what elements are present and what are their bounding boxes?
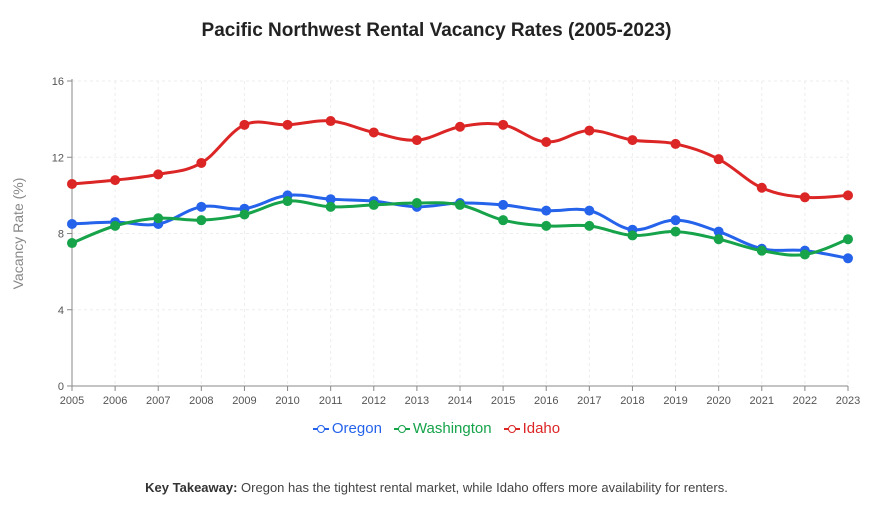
y-tick-label: 4: [58, 305, 64, 317]
data-point-washington: [196, 215, 207, 226]
chart-title: Pacific Northwest Rental Vacancy Rates (…: [201, 20, 672, 41]
data-point-idaho: [584, 125, 595, 136]
data-point-washington: [368, 199, 379, 210]
data-point-oregon: [670, 215, 681, 226]
data-point-washington: [541, 220, 552, 231]
takeaway-label: Key Takeaway:: [145, 480, 238, 495]
y-tick-label: 16: [52, 76, 64, 88]
key-takeaway: Key Takeaway: Oregon has the tightest re…: [0, 480, 873, 495]
data-point-washington: [584, 220, 595, 231]
x-tick-label: 2005: [60, 395, 84, 407]
data-point-washington: [627, 230, 638, 241]
x-tick-label: 2011: [319, 395, 343, 407]
data-point-washington: [325, 201, 336, 212]
legend-label: Washington: [412, 420, 492, 437]
data-point-washington: [282, 196, 293, 207]
data-point-washington: [498, 215, 509, 226]
data-point-oregon: [325, 194, 336, 205]
x-tick-label: 2016: [534, 395, 558, 407]
x-tick-label: 2015: [491, 395, 515, 407]
data-point-idaho: [411, 135, 422, 146]
data-point-idaho: [282, 119, 293, 130]
takeaway-text: Oregon has the tightest rental market, w…: [237, 480, 728, 495]
data-point-idaho: [455, 121, 465, 132]
data-point-washington: [110, 220, 121, 231]
data-point-washington: [713, 234, 724, 245]
legend-item-idaho[interactable]: Idaho: [503, 420, 561, 437]
data-point-oregon: [196, 201, 207, 212]
data-point-idaho: [756, 182, 767, 193]
data-point-idaho: [541, 137, 552, 147]
data-point-washington: [239, 209, 250, 220]
x-tick-label: 2012: [362, 395, 386, 407]
data-point-idaho: [196, 157, 207, 168]
x-tick-label: 2023: [836, 395, 860, 407]
legend-item-oregon[interactable]: Oregon: [312, 420, 382, 437]
data-point-washington: [153, 213, 164, 224]
x-tick-label: 2010: [275, 395, 299, 407]
x-tick-label: 2008: [189, 395, 213, 407]
data-point-idaho: [799, 192, 810, 203]
x-tick-label: 2021: [750, 395, 774, 407]
data-point-washington: [670, 226, 681, 237]
legend-marker-icon: [312, 424, 329, 434]
data-point-idaho: [153, 169, 164, 180]
data-point-washington: [843, 234, 853, 245]
data-point-idaho: [627, 135, 638, 146]
legend-label: Idaho: [522, 420, 561, 437]
data-point-oregon: [541, 205, 552, 216]
y-tick-label: 12: [52, 152, 64, 164]
legend-item-washington[interactable]: Washington: [393, 420, 492, 437]
data-point-idaho: [498, 119, 509, 130]
line-chart: 0 4 8 12 16 2005 2006 2007 2008 2009 2010 2011 2012 2…: [10, 76, 860, 407]
legend-label: Oregon: [331, 420, 382, 437]
data-point-washington: [411, 198, 422, 208]
data-point-oregon: [498, 199, 509, 210]
x-tick-label: 2017: [577, 395, 601, 407]
legend-marker-icon: [503, 424, 520, 434]
data-point-oregon: [67, 218, 77, 229]
data-point-idaho: [368, 127, 379, 138]
y-axis-label: Vacancy Rate (%): [10, 178, 26, 290]
data-point-washington: [756, 245, 767, 256]
data-point-oregon: [843, 253, 853, 264]
data-point-washington: [67, 238, 77, 249]
x-tick-label: 2018: [620, 395, 644, 407]
data-point-oregon: [584, 205, 595, 216]
data-point-oregon: [713, 226, 724, 237]
x-tick-label: 2007: [146, 395, 170, 407]
x-tick-label: 2013: [405, 395, 429, 407]
data-point-idaho: [110, 175, 121, 186]
data-point-washington: [799, 249, 810, 260]
data-point-idaho: [670, 138, 681, 149]
x-tick-label: 2019: [663, 395, 687, 407]
data-point-idaho: [713, 154, 724, 165]
x-tick-label: 2009: [232, 395, 256, 407]
data-point-idaho: [239, 119, 250, 130]
data-point-idaho: [325, 116, 336, 127]
x-tick-label: 2014: [448, 395, 472, 407]
legend-marker-icon: [393, 424, 410, 434]
x-tick-label: 2006: [103, 395, 127, 407]
x-tick-label: 2020: [706, 395, 730, 407]
y-tick-label: 8: [58, 229, 64, 241]
x-tick-label: 2022: [793, 395, 817, 407]
y-tick-label: 0: [58, 381, 64, 393]
chart-legend: Oregon Washington Idaho: [0, 420, 873, 437]
data-point-washington: [455, 199, 465, 210]
data-point-idaho: [67, 178, 77, 189]
data-point-idaho: [843, 190, 853, 201]
